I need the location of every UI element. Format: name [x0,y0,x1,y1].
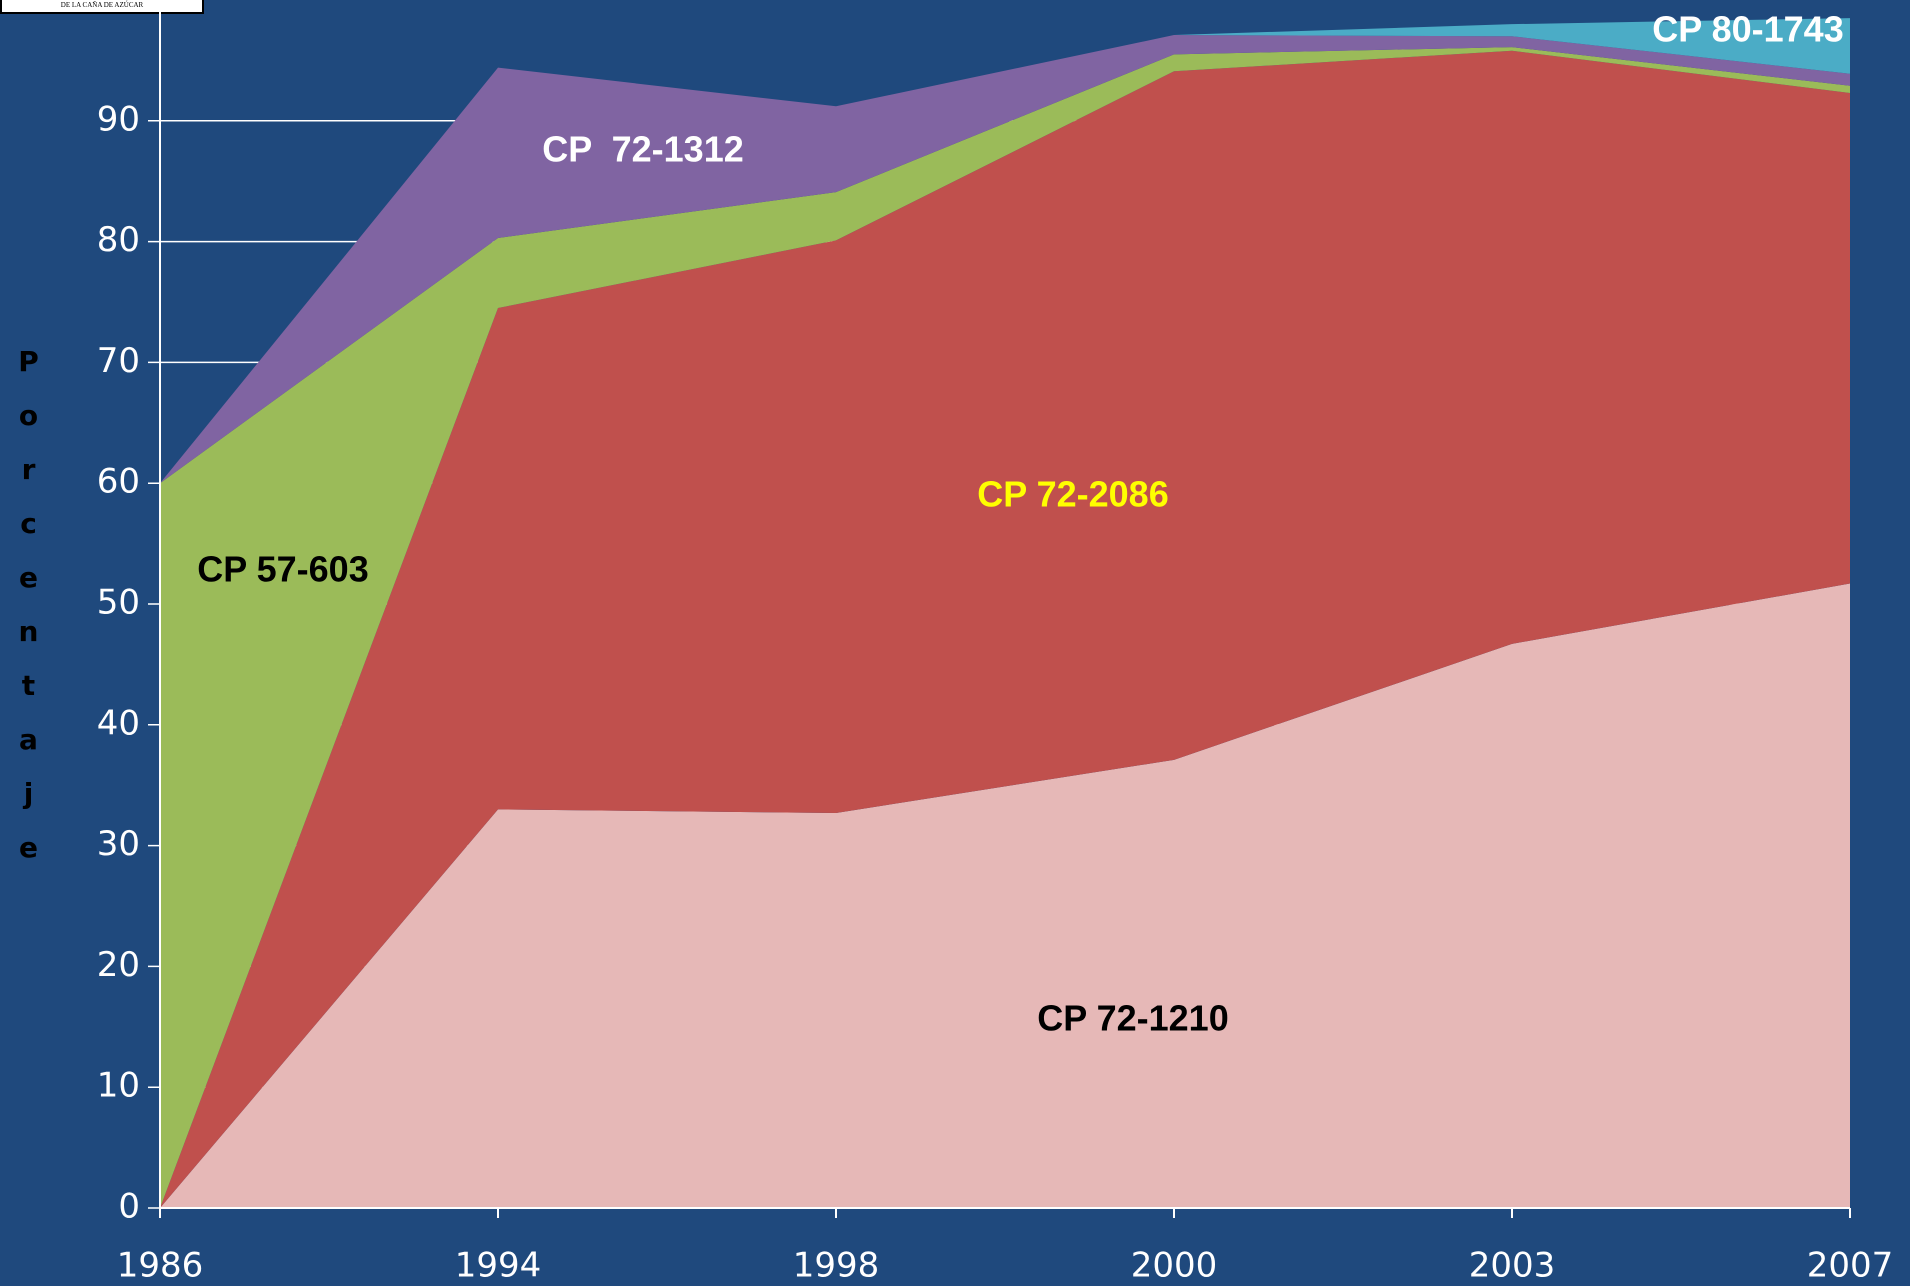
series-label: CP 72-1210 [1037,998,1228,1039]
x-tick-label: 1998 [793,1246,880,1286]
y-tick-label: 40 [97,703,140,743]
area [160,50,1850,1209]
series-label: CP 57-603 [197,549,368,590]
x-tick-label: 2000 [1131,1246,1218,1286]
y-tick-label: 0 [118,1187,140,1227]
x-tick-label: 1994 [455,1246,542,1286]
x-tick-label: 2003 [1469,1246,1556,1286]
y-tick-label: 30 [97,824,140,864]
logo: DE LA CAÑA DE AZÚCAR [0,0,204,14]
x-tick-label: 1986 [117,1246,204,1286]
area [160,35,1850,484]
y-tick-label: 50 [97,583,140,623]
series-label: CP 72-2086 [977,474,1168,515]
series-label: CP 72-1312 [542,129,743,170]
y-axis-title: Porcentaje [12,345,45,885]
series-label: CP 80-1743 [1652,9,1843,50]
y-tick-label: 70 [97,341,140,381]
area [160,583,1850,1208]
y-tick-label: 60 [97,462,140,502]
x-tick-label: 2007 [1807,1246,1894,1286]
y-tick-label: 90 [97,99,140,139]
y-tick-label: 80 [97,220,140,260]
y-tick-label: 20 [97,945,140,985]
y-tick-label: 10 [97,1066,140,1106]
